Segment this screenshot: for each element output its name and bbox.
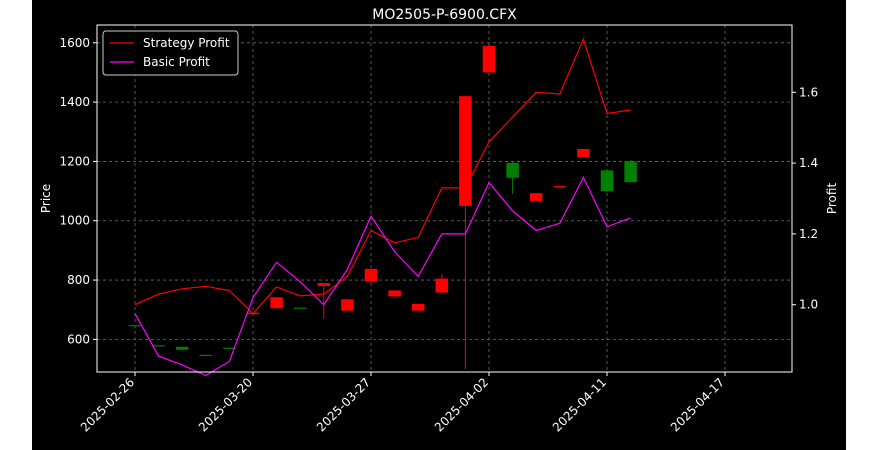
y2-tick-label: 1.4 bbox=[799, 156, 818, 170]
candle-body bbox=[341, 299, 354, 311]
candle-body bbox=[624, 161, 637, 183]
legend-label-strategy: Strategy Profit bbox=[143, 36, 230, 50]
y2-tick-label: 1.0 bbox=[799, 298, 818, 312]
candle-body bbox=[435, 278, 449, 293]
legend-box bbox=[102, 30, 239, 76]
candle-body bbox=[411, 303, 425, 311]
y2-axis-label: Profit bbox=[825, 183, 839, 215]
candle-body bbox=[128, 325, 142, 327]
legend: Strategy Profit Basic Profit bbox=[102, 30, 239, 76]
y2-tick-label: 1.2 bbox=[799, 227, 818, 241]
candle-body bbox=[152, 345, 165, 347]
candle-body bbox=[577, 148, 590, 157]
candle-body bbox=[317, 283, 331, 286]
y-tick-label: 1000 bbox=[59, 214, 90, 228]
plot-frame bbox=[96, 24, 793, 373]
y-tick-label: 600 bbox=[67, 332, 90, 346]
basic-profit-line bbox=[134, 175, 631, 377]
candle-body bbox=[270, 297, 283, 309]
y2-tick-label: 1.6 bbox=[799, 85, 818, 99]
candle-body bbox=[506, 162, 519, 178]
candle-body bbox=[459, 96, 472, 206]
candle-body bbox=[600, 170, 614, 192]
chart-title: MO2505-P-6900.CFX bbox=[372, 7, 517, 23]
candle-body bbox=[293, 307, 307, 309]
strategy-profit-line bbox=[134, 37, 631, 315]
y-tick-label: 1400 bbox=[59, 95, 90, 109]
candle-body bbox=[199, 354, 213, 356]
candle-body bbox=[223, 347, 236, 349]
y-tick-label: 800 bbox=[67, 273, 90, 287]
candle-body bbox=[529, 193, 543, 201]
candle-body bbox=[482, 45, 496, 73]
candle-body bbox=[553, 186, 567, 188]
candle-body bbox=[175, 346, 189, 350]
candle-body bbox=[388, 290, 401, 297]
candle-body bbox=[364, 268, 378, 282]
legend-label-basic: Basic Profit bbox=[143, 55, 210, 69]
y-tick-label: 1600 bbox=[59, 36, 90, 50]
y-axis-label: Price bbox=[39, 184, 53, 213]
line-layer bbox=[134, 37, 631, 377]
y-tick-label: 1200 bbox=[59, 154, 90, 168]
